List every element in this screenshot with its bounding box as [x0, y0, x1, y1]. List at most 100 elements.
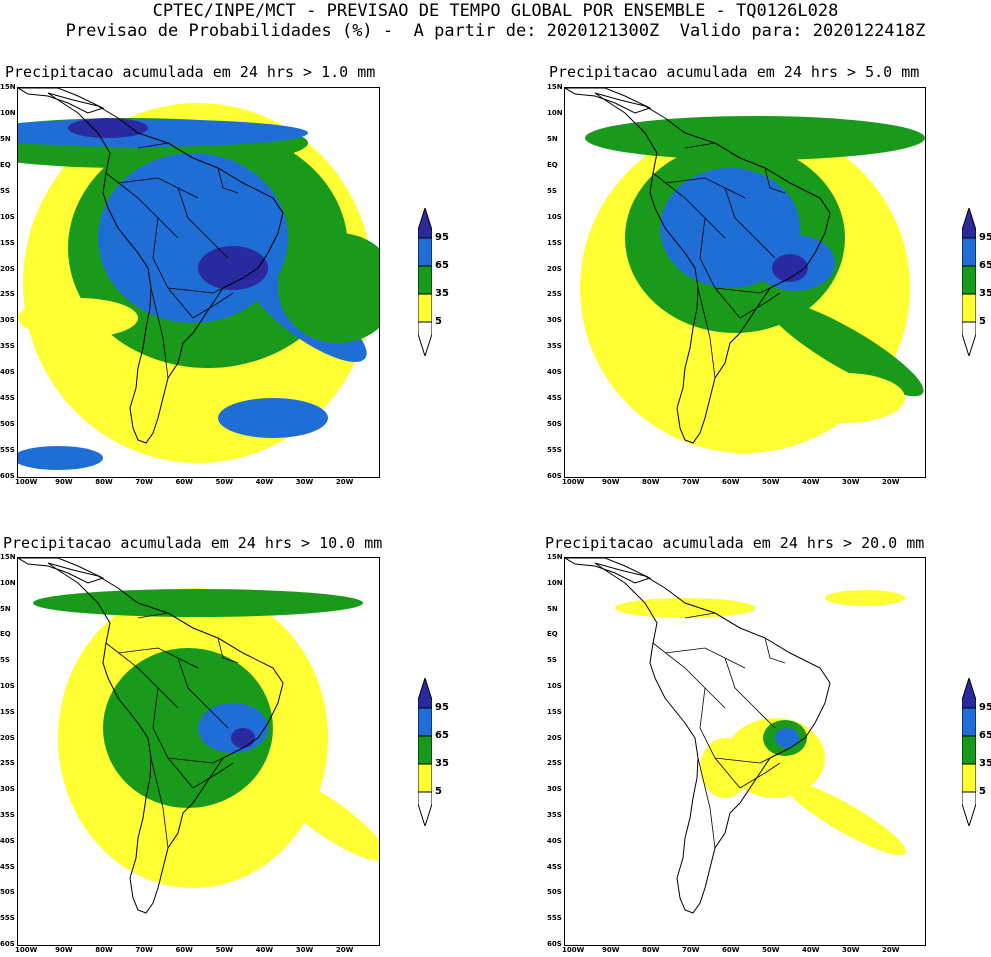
lat-tick-label: 30S: [0, 316, 15, 325]
country-border: [137, 142, 194, 159]
colorbar-swatch-blue: [961, 707, 977, 737]
lat-tick-label: 35S: [0, 811, 15, 819]
country-border: [105, 172, 179, 239]
lat-tick-label: 50S: [0, 888, 15, 897]
probability-area: [269, 775, 379, 861]
country-border: [724, 187, 776, 259]
lat-tick-label: 45S: [0, 862, 15, 871]
colorbar-label: 65: [435, 730, 449, 741]
colorbar-2: 95 65 35 5: [961, 206, 991, 358]
lat-tick-label: 25S: [547, 290, 562, 299]
map-panel-3: [17, 557, 380, 946]
probability-area: [700, 738, 750, 798]
lon-tick-label: 100W: [562, 478, 585, 486]
lat-tick-label: 5S: [547, 656, 557, 665]
colorbar-swatch-blue: [417, 707, 433, 737]
lon-tick-label: 90W: [55, 946, 73, 954]
probability-area: [198, 703, 268, 753]
lat-tick-label: 15S: [0, 707, 15, 716]
lat-tick-label: 35S: [0, 342, 15, 351]
lat-tick-label: 10N: [0, 108, 16, 117]
lon-tick-label: 30W: [842, 946, 860, 954]
central-america-coastline: [18, 558, 105, 584]
lat-tick-label: 10S: [0, 682, 15, 690]
lat-tick-label: 10N: [547, 578, 563, 587]
lon-tick-label: 100W: [562, 946, 585, 954]
country-border: [739, 762, 781, 789]
lat-tick-label: 10S: [547, 212, 562, 221]
country-border: [117, 647, 199, 669]
panel-4-title: Precipitacao acumulada em 24 hrs > 20.0 …: [545, 534, 925, 552]
colorbar-swatch-white: [417, 321, 433, 358]
lat-tick-label: 10N: [0, 578, 16, 587]
lat-tick-label: 20S: [0, 733, 15, 742]
country-border: [652, 172, 726, 239]
colorbar-label: 35: [979, 758, 991, 769]
central-america-coastline: [565, 558, 652, 584]
south-america-coastline: [594, 562, 831, 914]
lat-tick-label: 55S: [547, 446, 562, 455]
country-border: [192, 292, 234, 319]
colorbar-swatch-navy: [417, 206, 433, 239]
lat-tick-label: 10S: [547, 682, 562, 690]
lon-tick-label: 20W: [335, 478, 354, 486]
probability-area: [766, 299, 924, 397]
probability-area: [278, 233, 379, 343]
country-border: [192, 762, 234, 789]
lat-tick-label: EQ: [0, 160, 11, 169]
colorbar-swatch-yellow: [417, 293, 433, 323]
country-border: [739, 292, 781, 319]
country-border: [137, 612, 194, 629]
country-border: [652, 642, 726, 709]
lat-tick-label: 30S: [547, 785, 562, 794]
country-border: [664, 647, 746, 669]
country-border: [764, 637, 786, 664]
lon-tick-label: 100W: [15, 946, 38, 954]
lat-tick-label: 5N: [0, 134, 11, 143]
colorbar-swatch-white: [417, 791, 433, 828]
probability-area: [785, 373, 905, 423]
central-america-coastline: [18, 88, 105, 114]
lat-tick-label: 20S: [0, 264, 15, 273]
lat-tick-label: 60S: [547, 940, 562, 948]
colorbar-swatch-yellow: [961, 763, 977, 793]
colorbar-swatches: [417, 206, 433, 358]
lon-tick-label: 30W: [295, 478, 314, 486]
country-border: [105, 642, 179, 709]
colorbar-swatch-blue: [961, 237, 977, 267]
lat-tick-label: 10S: [0, 212, 15, 221]
country-border: [714, 277, 791, 294]
colorbar-label: 35: [979, 288, 991, 299]
lat-tick-label: 60S: [0, 472, 15, 480]
lat-tick-label: 5S: [0, 186, 10, 195]
lat-tick-label: 45S: [547, 862, 562, 871]
country-border: [714, 747, 791, 764]
colorbar-swatch-blue: [417, 237, 433, 267]
lon-tick-label: 70W: [682, 478, 700, 486]
colorbar-label: 65: [979, 260, 991, 271]
colorbar-swatches: [417, 676, 433, 828]
probability-area: [103, 648, 273, 808]
colorbar-swatch-white: [961, 791, 977, 828]
colorbar-label: 65: [435, 260, 449, 271]
colorbar-label: 5: [435, 786, 442, 797]
probability-area: [18, 446, 103, 470]
country-border: [664, 177, 746, 199]
lon-tick-label: 50W: [762, 478, 780, 486]
lat-tick-label: 5N: [547, 134, 558, 143]
lat-tick-label: 55S: [0, 446, 15, 455]
south-america-coastline: [594, 92, 831, 444]
lat-tick-label: EQ: [547, 630, 558, 639]
lon-tick-label: 50W: [215, 946, 234, 954]
lon-tick-label: 80W: [95, 946, 113, 954]
lon-tick-label: 50W: [762, 946, 780, 954]
map-panel-4: [564, 557, 926, 946]
lon-tick-label: 80W: [642, 946, 660, 954]
colorbar-swatch-green: [961, 265, 977, 295]
lon-tick-label: 90W: [55, 478, 73, 486]
colorbar-swatch-yellow: [961, 293, 977, 323]
colorbar-swatch-navy: [961, 206, 977, 239]
map-1-canvas: [18, 88, 379, 470]
lon-tick-label: 20W: [882, 478, 900, 486]
lat-tick-label: 40S: [0, 368, 15, 377]
